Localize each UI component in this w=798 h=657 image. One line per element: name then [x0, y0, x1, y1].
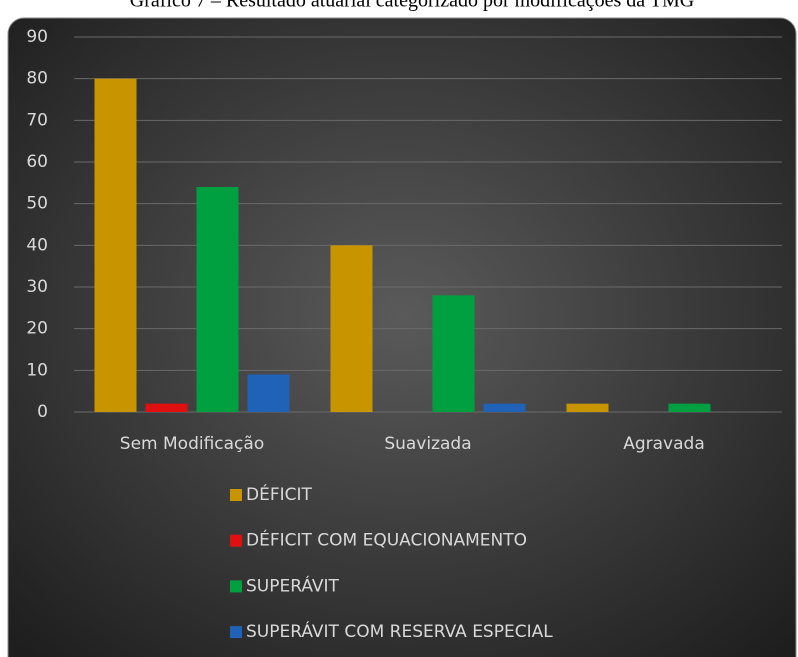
y-tick-label: 30	[26, 277, 48, 297]
bar	[668, 403, 711, 412]
legend-label: SUPERÁVIT COM RESERVA ESPECIAL	[246, 620, 553, 642]
bar	[432, 295, 475, 412]
legend-label: DÉFICIT	[246, 483, 313, 505]
y-tick-label: 60	[26, 152, 48, 172]
legend-swatch	[230, 580, 242, 593]
legend-swatch	[230, 626, 242, 639]
bar	[94, 78, 137, 413]
bar	[145, 403, 188, 412]
chart-background	[7, 17, 797, 657]
y-tick-label: 20	[26, 319, 48, 339]
x-tick-label: Suavizada	[384, 434, 471, 454]
x-tick-label: Agravada	[623, 434, 705, 454]
y-tick-label: 80	[26, 69, 48, 89]
legend-swatch	[230, 489, 242, 501]
y-tick-label: 40	[26, 235, 48, 255]
legend-label: SUPERÁVIT	[246, 574, 340, 596]
bar	[247, 374, 290, 412]
bar	[483, 403, 526, 412]
legend-label: DÉFICIT COM EQUACIONAMENTO	[246, 529, 527, 551]
y-tick-label: 90	[26, 27, 48, 47]
x-tick-label: Sem Modificação	[120, 434, 264, 454]
y-tick-label: 10	[26, 360, 48, 380]
bar	[196, 187, 239, 412]
y-tick-label: 50	[26, 194, 48, 214]
bar	[330, 245, 373, 412]
chart-title: Gráfico 7 – Resultado atuarial categoriz…	[130, 0, 694, 12]
y-tick-label: 70	[26, 110, 48, 130]
y-tick-label: 0	[37, 402, 48, 422]
bar	[566, 403, 609, 412]
legend-swatch	[230, 534, 242, 547]
